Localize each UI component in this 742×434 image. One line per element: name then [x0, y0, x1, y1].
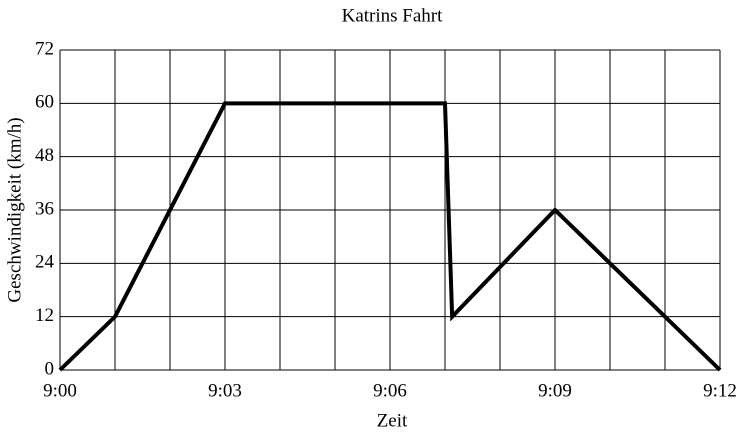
- y-tick-label: 12: [35, 305, 54, 326]
- y-tick-label: 24: [35, 252, 55, 273]
- y-axis-label: Geschwindigkeit (km/h): [4, 117, 25, 302]
- line-series: [58, 101, 722, 372]
- x-tick-label: 9:03: [208, 380, 242, 401]
- y-tick-label: 72: [35, 38, 54, 59]
- y-tick-label: 36: [35, 198, 54, 219]
- x-tick-label: 9:12: [703, 380, 737, 401]
- y-tick-label: 0: [45, 358, 55, 379]
- x-axis-label: Zeit: [377, 410, 408, 431]
- x-tick-label: 9:00: [43, 380, 77, 401]
- x-tick-label: 9:06: [373, 380, 407, 401]
- chart-title: Katrins Fahrt: [342, 5, 444, 26]
- x-tick-label: 9:09: [538, 380, 572, 401]
- y-tick-label: 60: [35, 92, 54, 113]
- y-tick-label: 48: [35, 145, 54, 166]
